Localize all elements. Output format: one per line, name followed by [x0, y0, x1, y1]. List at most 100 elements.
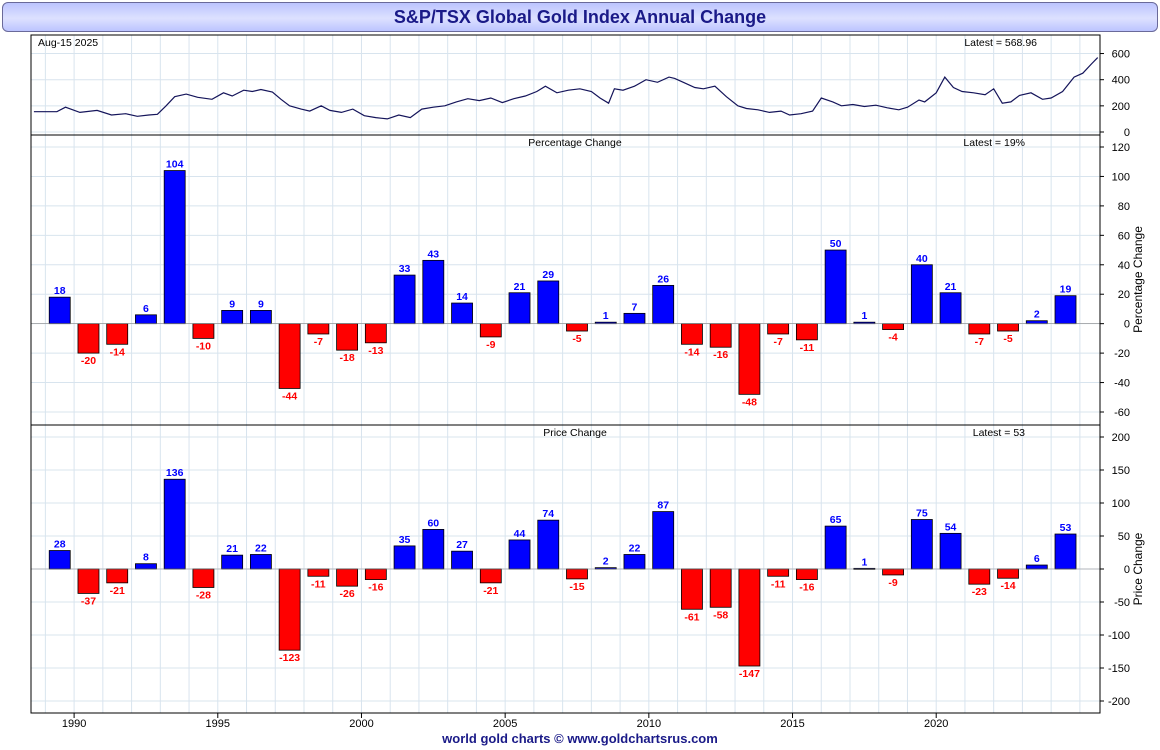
- price-bar: [537, 519, 560, 570]
- price-value-label: -15: [569, 581, 584, 593]
- price-value-label: 87: [657, 500, 669, 512]
- percentage-bar: [336, 323, 359, 351]
- price-value-label: -11: [311, 578, 326, 590]
- plot-border: [30, 34, 1101, 714]
- price-bar: [709, 568, 732, 608]
- price-bar: [882, 568, 904, 576]
- price-value-label: 28: [54, 539, 66, 551]
- price-bar: [997, 568, 1019, 579]
- price-value-label: 1: [861, 556, 867, 568]
- percentage-value-label: 50: [830, 238, 842, 250]
- percentage-bar: [1054, 295, 1077, 325]
- price-bar: [48, 550, 71, 570]
- percentage-value-label: 104: [166, 159, 184, 171]
- price-bar: [767, 568, 790, 577]
- percentage-bar: [795, 323, 818, 341]
- y-tick-label: 100: [1112, 498, 1130, 510]
- price-value-label: -61: [684, 611, 699, 623]
- price-value-label: 65: [830, 514, 842, 526]
- percentage-bar: [393, 274, 416, 325]
- percentage-bar: [135, 314, 157, 325]
- percentage-bar: [997, 323, 1019, 332]
- price-bar: [336, 568, 359, 587]
- percentage-value-label: -5: [1003, 333, 1012, 345]
- price-bar: [508, 539, 531, 570]
- percentage-value-label: -7: [773, 336, 782, 348]
- percentage-value-label: -7: [314, 336, 323, 348]
- percentage-bar: [939, 292, 962, 325]
- percentage-value-label: -13: [368, 345, 383, 357]
- price-value-label: 75: [916, 508, 928, 520]
- percentage-value-label: -10: [196, 340, 211, 352]
- percentage-value-label: 6: [143, 303, 149, 315]
- price-value-label: 35: [399, 534, 411, 546]
- percentage-bar: [882, 323, 904, 330]
- percentage-bar: [681, 323, 703, 345]
- price-value-label: -16: [799, 582, 814, 594]
- price-bar: [221, 554, 244, 570]
- percentage-value-label: 29: [542, 269, 554, 281]
- percentage-bar: [508, 292, 531, 325]
- price-value-label: -21: [110, 585, 125, 597]
- footer-credit: world gold charts © www.goldchartsrus.co…: [442, 731, 718, 746]
- percentage-value-label: 33: [399, 263, 411, 275]
- y-tick-label: 200: [1112, 101, 1130, 113]
- percentage-value-label: 7: [632, 301, 638, 313]
- price-value-label: 53: [1060, 522, 1072, 534]
- price-value-label: 27: [456, 539, 468, 551]
- y-tick-label: -20: [1114, 348, 1130, 360]
- price-bar: [968, 568, 991, 585]
- price-bar: [364, 568, 387, 580]
- x-tick-label: 2000: [349, 718, 373, 730]
- percentage-value-label: 9: [258, 298, 264, 310]
- percentage-bar: [910, 264, 933, 325]
- percentage-value-label: -9: [486, 339, 495, 351]
- price-value-label: -28: [196, 589, 211, 601]
- y-tick-label: -50: [1114, 597, 1130, 609]
- price-bar: [393, 545, 416, 570]
- percentage-value-label: -5: [572, 333, 581, 345]
- percentage-bar: [249, 310, 272, 325]
- latest-price-label: Latest = 568.96: [964, 37, 1037, 49]
- percentage-bar: [221, 310, 244, 325]
- y-tick-label: -60: [1114, 407, 1130, 419]
- y-tick-label: 400: [1112, 75, 1130, 87]
- price-bar: [1054, 533, 1077, 570]
- price-value-label: -58: [713, 609, 728, 621]
- price-bar: [939, 532, 962, 570]
- price-value-label: 44: [514, 528, 526, 540]
- price-bar: [910, 519, 933, 570]
- percentage-bar: [422, 259, 445, 325]
- price-value-label: 60: [427, 517, 439, 529]
- y-tick-label: -100: [1108, 630, 1130, 642]
- percentage-value-label: 40: [916, 253, 928, 265]
- percentage-value-label: -20: [81, 355, 96, 367]
- price-value-label: -14: [1000, 580, 1015, 592]
- price-bar: [824, 525, 847, 570]
- price-bar: [106, 568, 129, 584]
- y-tick-label: 40: [1118, 260, 1130, 272]
- price-bar: [681, 568, 703, 610]
- price-bar: [249, 554, 272, 570]
- percentage-value-label: -14: [684, 346, 699, 358]
- percentage-value-label: 21: [945, 281, 957, 293]
- price-bar: [307, 568, 330, 577]
- percentage-value-label: 9: [229, 298, 235, 310]
- x-tick-label: 2020: [924, 718, 948, 730]
- y-tick-label: 60: [1118, 230, 1130, 242]
- percentage-value-label: 18: [54, 285, 66, 297]
- price-bar: [422, 529, 445, 570]
- percentage-panel-title: Percentage Change: [528, 137, 622, 149]
- price-bar: [566, 568, 588, 580]
- y-tick-label: 50: [1118, 531, 1130, 543]
- percentage-value-label: -48: [742, 396, 757, 408]
- y-tick-label: 150: [1112, 465, 1130, 477]
- price-bar: [738, 568, 761, 667]
- percentage-bar: [77, 323, 100, 354]
- price-value-label: -147: [739, 668, 760, 680]
- date-label: Aug-15 2025: [38, 37, 98, 49]
- percentage-value-label: 14: [456, 291, 468, 303]
- price-panel-title: Price Change: [543, 427, 607, 439]
